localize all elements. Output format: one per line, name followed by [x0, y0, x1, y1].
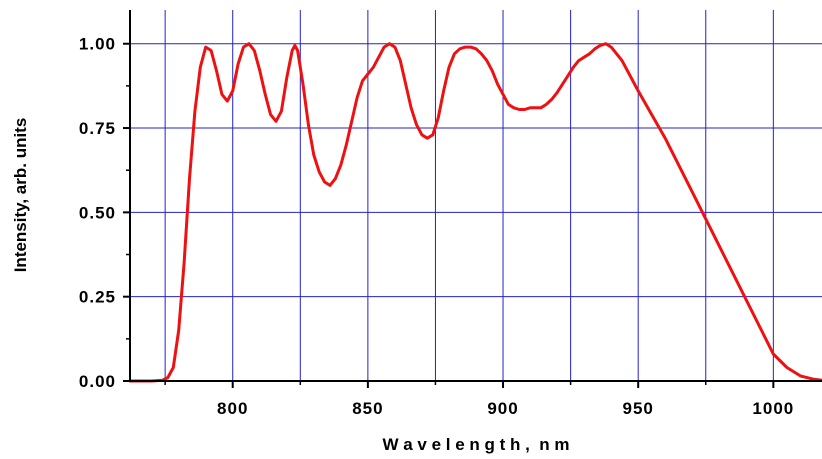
x-tick-labels: 800 850 900 950 1000 — [217, 399, 794, 418]
y-axis-title: Intensity, arb. units — [11, 118, 30, 273]
x-tick-label: 950 — [623, 399, 654, 418]
y-tick-label: 1.00 — [79, 35, 116, 54]
x-tick-label: 1000 — [752, 399, 794, 418]
y-tick-label: 0.00 — [79, 372, 116, 391]
y-tick-label: 0.25 — [79, 288, 116, 307]
x-tick-label: 800 — [217, 399, 248, 418]
plot-background — [130, 10, 822, 381]
x-tick-label: 900 — [487, 399, 518, 418]
grid-lines — [130, 10, 822, 381]
y-tick-label: 0.75 — [79, 119, 116, 138]
y-tick-labels: 0.00 0.25 0.50 0.75 1.00 — [79, 35, 116, 391]
x-axis-title: W a v e l e n g t h , n m — [382, 435, 569, 454]
axes — [123, 10, 822, 388]
spectrum-line — [128, 42, 822, 383]
x-tick-label: 850 — [352, 399, 383, 418]
y-tick-label: 0.50 — [79, 203, 116, 222]
